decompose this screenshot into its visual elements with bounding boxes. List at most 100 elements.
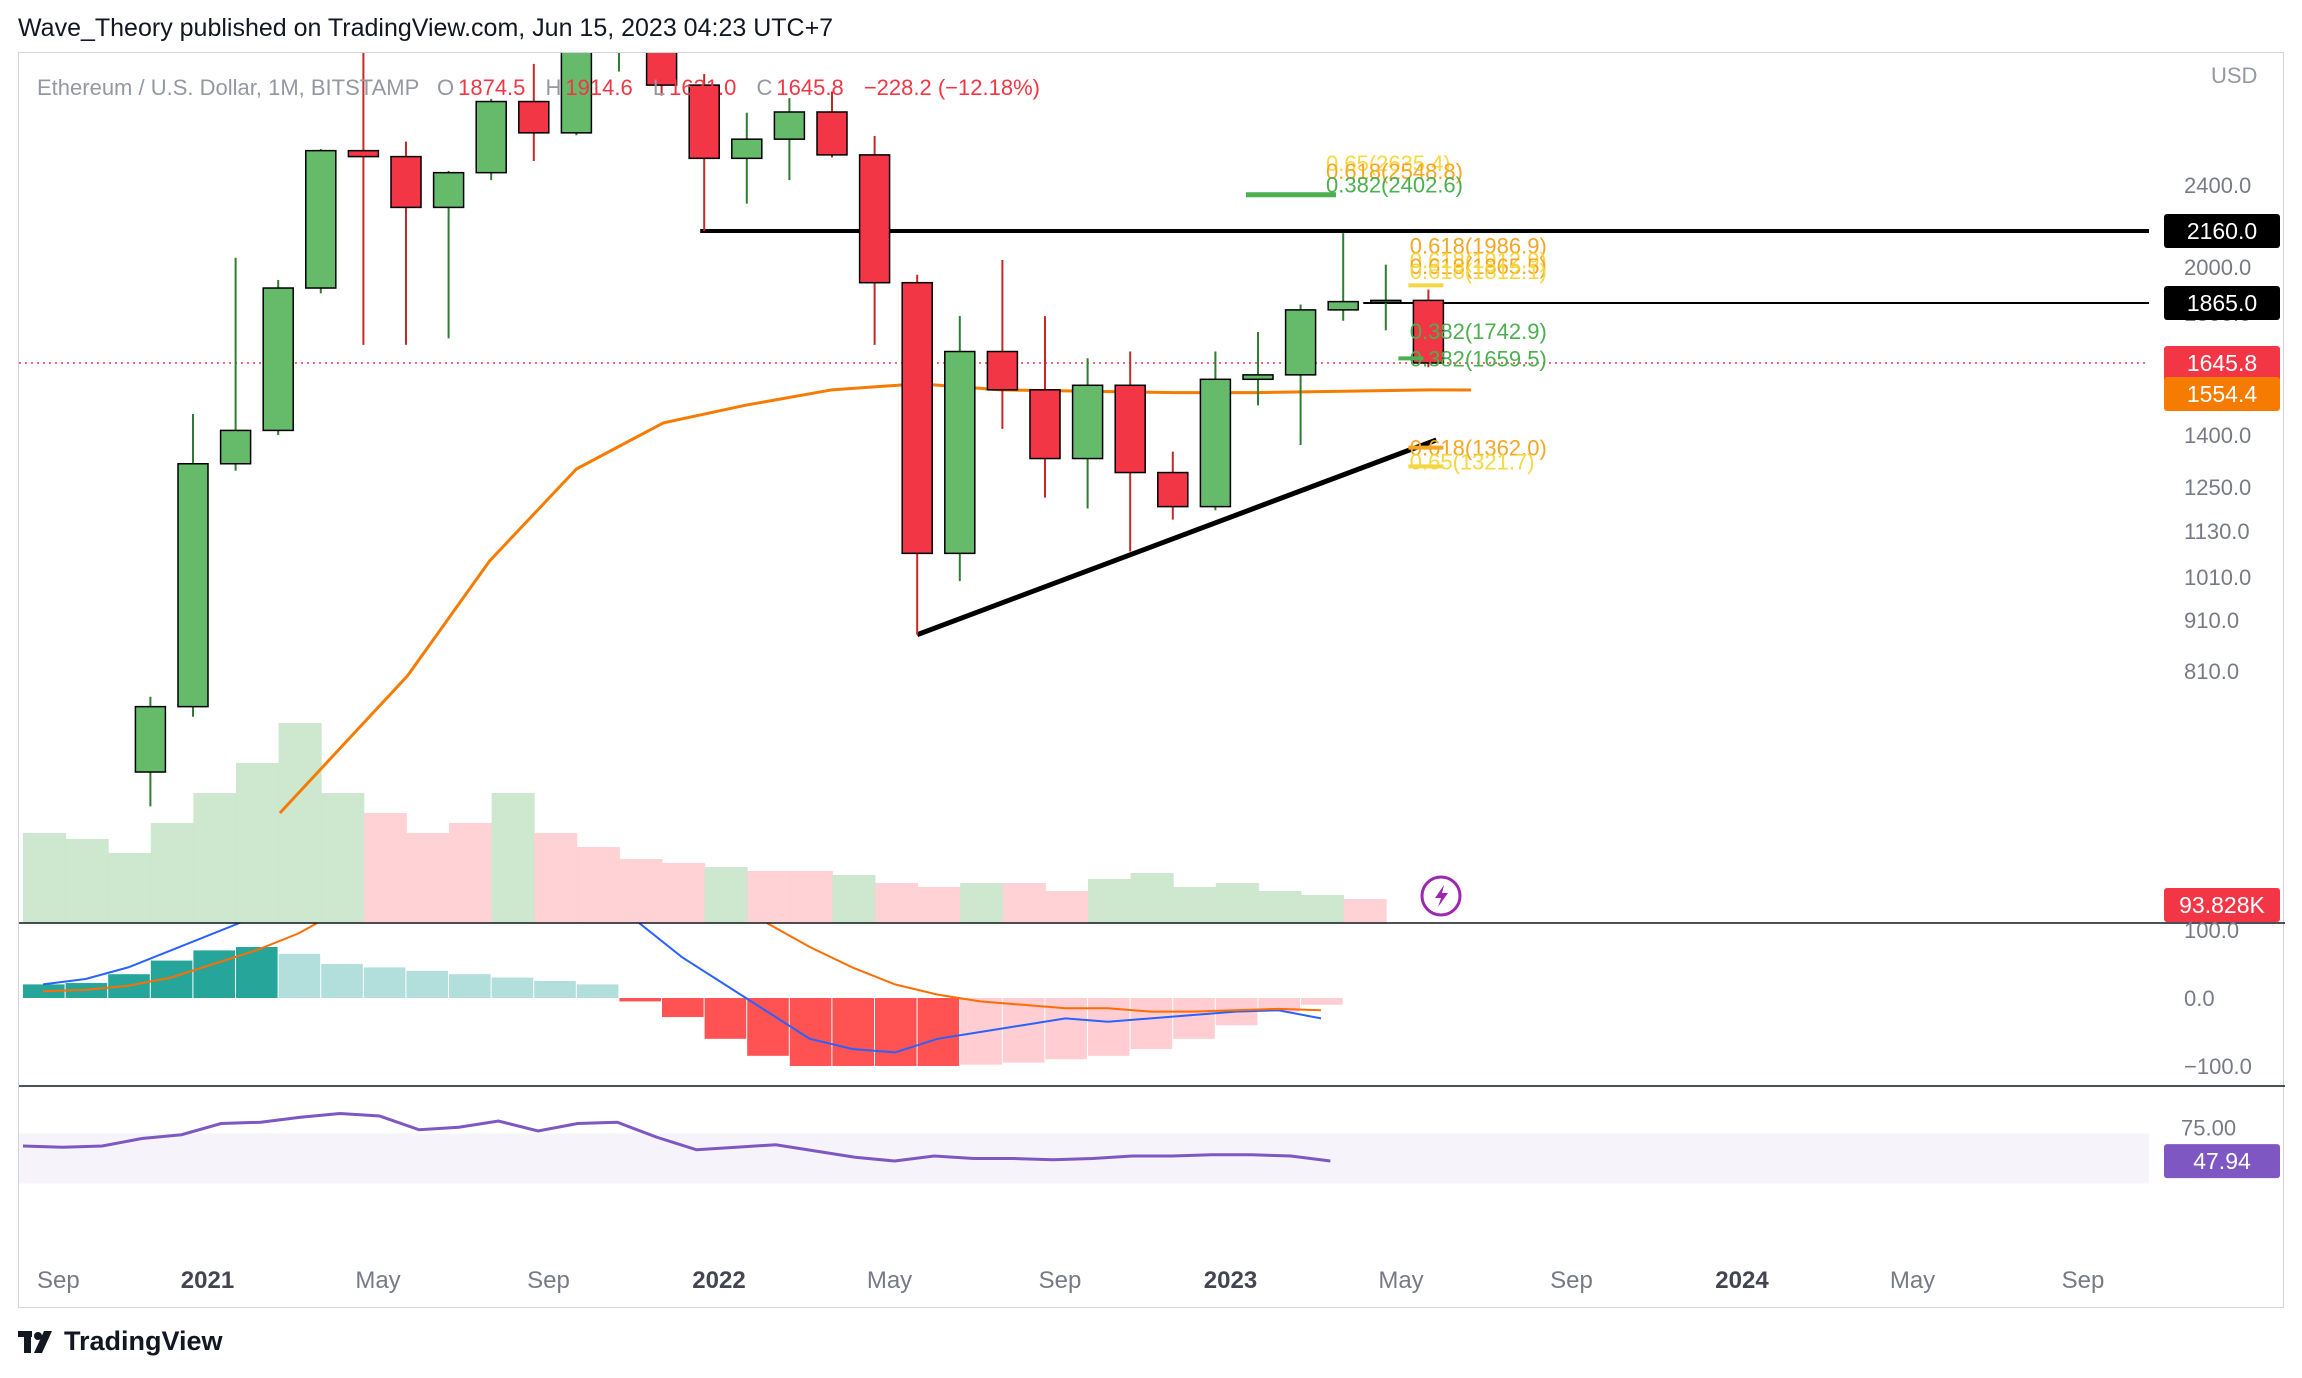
time-tick-label: 2021	[181, 1267, 234, 1294]
volume-bar	[321, 793, 365, 923]
candle-body	[305, 149, 337, 289]
chart-svg[interactable]: 0.65(2635.4)0.618(2548.8)0.382(2402.6) 0.…	[19, 53, 2285, 1309]
macd-histogram-bar	[747, 998, 789, 1056]
macd-histogram-bar	[917, 998, 960, 1066]
volume-bar	[1130, 873, 1174, 923]
rsi-pane	[19, 1111, 2149, 1184]
candle-body	[1114, 384, 1146, 474]
volume-bar	[193, 793, 237, 923]
volume-bar	[917, 887, 961, 923]
time-tick-label: Sep	[1039, 1267, 1082, 1294]
legend-change: −228.2 (−12.18%)	[864, 75, 1040, 100]
candle-body	[858, 154, 891, 284]
macd-histogram-bar	[1301, 998, 1343, 1005]
resistance-tag: 2160.0	[2187, 218, 2257, 244]
macd-histogram-bar	[534, 981, 576, 998]
volume-bar	[491, 793, 535, 923]
trendline	[916, 437, 1438, 638]
macd-histogram-bar	[704, 998, 747, 1039]
volume-tag-bg	[2164, 888, 2280, 922]
rsi-tag: 47.94	[2193, 1148, 2251, 1174]
candle-body	[1199, 378, 1232, 508]
resistance-tag-bg	[2164, 214, 2280, 248]
candle-body	[1071, 384, 1104, 460]
candle-body	[262, 287, 294, 432]
volume-bar	[1258, 891, 1302, 923]
chart-frame[interactable]: 0.65(2635.4) 0.618(2548.8) 0.382(2402.6) 0.…	[18, 52, 2285, 1309]
candle-body	[518, 100, 550, 134]
candle-body	[390, 155, 422, 209]
volume-bar	[789, 871, 833, 923]
price-tick-label: 1010.0	[2184, 565, 2251, 590]
ohlc-legend: Ethereum / U.S. Dollar, 1M, BITSTAMP O 18…	[37, 75, 1040, 100]
candle-body	[688, 84, 720, 160]
macd-tick-label: −100.0	[2184, 1054, 2252, 1079]
volume-bar	[150, 823, 194, 923]
volume-bar	[1301, 895, 1345, 923]
volume-bar	[23, 833, 67, 923]
footer-brand[interactable]: TradingView	[18, 1326, 223, 1357]
candle-body	[1157, 471, 1189, 508]
signal-line	[42, 923, 1322, 1013]
volume-bar	[662, 863, 706, 923]
volume-bar	[1215, 883, 1259, 923]
volume-bar	[1088, 879, 1132, 923]
macd-histogram-bar	[363, 967, 406, 998]
volume-bar	[1343, 899, 1387, 923]
fib-label: 0.618(2548.8)	[1326, 159, 1463, 184]
fib-label: 0.382(1659.5)	[1410, 346, 1547, 371]
volume-bar	[534, 833, 578, 923]
publisher-header: Wave_Theory published on TradingView.com…	[18, 14, 834, 42]
time-tick-label: 2023	[1204, 1267, 1257, 1294]
volume-area	[23, 723, 1387, 923]
candle-body	[1242, 374, 1274, 381]
macd-histogram-bar	[789, 998, 832, 1066]
candle-body	[475, 100, 507, 174]
time-tick-label: 2022	[692, 1267, 745, 1294]
price-tick-label: 2400.0	[2184, 173, 2251, 198]
macd-histogram-bar	[1130, 998, 1173, 1049]
legend-symbol: Ethereum / U.S. Dollar, 1M, BITSTAMP	[37, 75, 419, 100]
candle-body	[560, 53, 593, 134]
volume-bar	[875, 883, 919, 923]
time-tick-label: Sep	[2062, 1267, 2105, 1294]
macd-histogram-bar	[875, 998, 917, 1066]
candle-body	[986, 350, 1019, 391]
macd-tick-label: 0.0	[2184, 986, 2215, 1011]
candle-body	[901, 281, 933, 555]
volume-bar	[65, 839, 109, 923]
rsi-tick-label: 75.00	[2181, 1115, 2236, 1140]
volume-bar	[1002, 883, 1046, 923]
candle-body	[944, 350, 976, 555]
macd-histogram-bar	[321, 964, 363, 998]
macd-histogram-bar	[491, 977, 534, 998]
legend-c-value: 1645.8	[776, 75, 843, 100]
volume-bar	[832, 875, 876, 923]
legend-h-value: 1914.6	[565, 75, 632, 100]
volume-tag: 93.828K	[2179, 892, 2265, 918]
currency-label: USD	[2211, 63, 2257, 88]
fib-label: 0.618(1986.9)	[1410, 233, 1547, 258]
time-tick-label: 2024	[1715, 1267, 1769, 1294]
candle-body	[773, 111, 806, 140]
level-tag: 1865.0	[2187, 290, 2257, 316]
level-tag-bg	[2164, 286, 2280, 320]
candle-body	[134, 705, 167, 773]
lightning-icon[interactable]	[1420, 875, 1462, 917]
volume-bar	[449, 823, 493, 923]
ema-line	[278, 382, 1472, 815]
legend-l-label: L	[653, 75, 665, 100]
candle-body	[645, 53, 678, 86]
footer-brand-label: TradingView	[64, 1326, 223, 1356]
time-tick-label: Sep	[37, 1267, 80, 1294]
legend-l-value: 1631.0	[669, 75, 736, 100]
macd-histogram-bar	[193, 950, 235, 998]
candle-body	[1284, 309, 1317, 376]
price-tick-label: 1400.0	[2184, 423, 2251, 448]
macd-histogram-bar	[619, 998, 661, 1002]
price-tick-label: 2000.0	[2184, 255, 2251, 280]
macd-histogram-bar	[406, 970, 448, 998]
axes: 2400.02000.01800.01400.01250.01130.01010…	[19, 173, 2285, 1294]
volume-bar	[108, 853, 152, 923]
candle-body	[432, 171, 465, 209]
